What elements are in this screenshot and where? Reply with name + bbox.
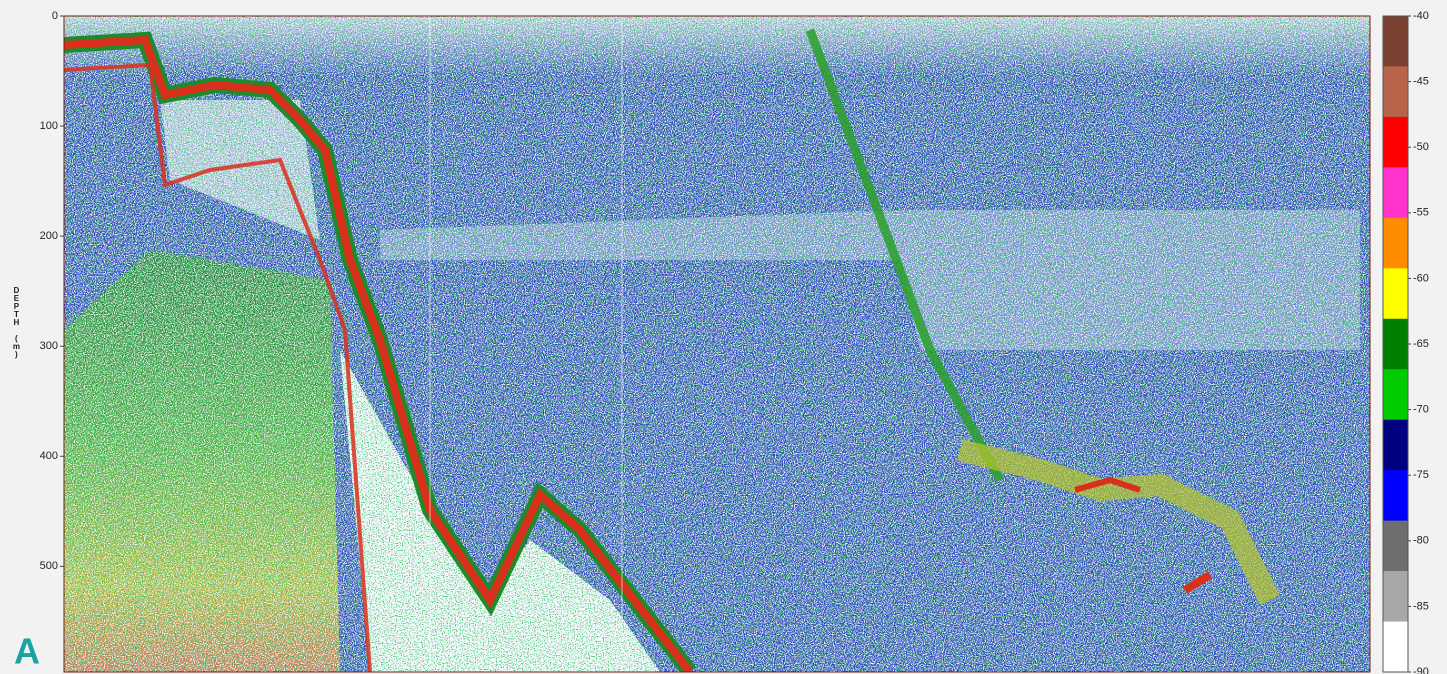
- y-tick-label: 500: [40, 560, 58, 572]
- colorbar-band: [1383, 117, 1408, 168]
- colorbar-tick-label: -70: [1413, 404, 1429, 416]
- panel-label: A: [14, 631, 40, 672]
- colorbar-tick-label: -60: [1413, 272, 1429, 284]
- chart: DEPTH (m) A 0 100 200 300 400 500 -40 -45 -50 -55…: [0, 0, 1447, 674]
- colorbar-tick-label: -40: [1413, 10, 1429, 22]
- colorbar-band: [1383, 16, 1408, 67]
- colorbar-band: [1383, 218, 1408, 269]
- y-axis-label: DEPTH (m): [12, 286, 21, 359]
- colorbar-band: [1383, 167, 1408, 218]
- colorbar-band: [1383, 470, 1408, 521]
- echogram-image: [64, 16, 1370, 672]
- y-tick-label: 200: [40, 230, 58, 242]
- colorbar-band: [1383, 66, 1408, 117]
- colorbar-tick-label: -55: [1413, 207, 1429, 219]
- y-tick-label: 100: [40, 120, 58, 132]
- colorbar-tick-label: -90: [1413, 666, 1429, 674]
- colorbar-band: [1383, 319, 1408, 370]
- colorbar-tick-label: -85: [1413, 600, 1429, 612]
- colorbar-band: [1383, 622, 1408, 673]
- colorbar-tick-label: -65: [1413, 338, 1429, 350]
- colorbar-tick-label: -50: [1413, 141, 1429, 153]
- colorbar-band: [1383, 369, 1408, 420]
- colorbar-band: [1383, 420, 1408, 471]
- y-tick-label: 300: [40, 340, 58, 352]
- colorbar-tick-label: -80: [1413, 535, 1429, 547]
- page: {"chart_data": {"type": "echogram", "yla…: [0, 0, 1447, 674]
- colorbar-band: [1383, 521, 1408, 572]
- y-tick-label: 0: [52, 10, 58, 22]
- colorbar-tick-label: -45: [1413, 76, 1429, 88]
- colorbar-band: [1383, 571, 1408, 622]
- colorbar-tick-label: -75: [1413, 469, 1429, 481]
- y-tick-label: 400: [40, 450, 58, 462]
- colorbar-band: [1383, 268, 1408, 319]
